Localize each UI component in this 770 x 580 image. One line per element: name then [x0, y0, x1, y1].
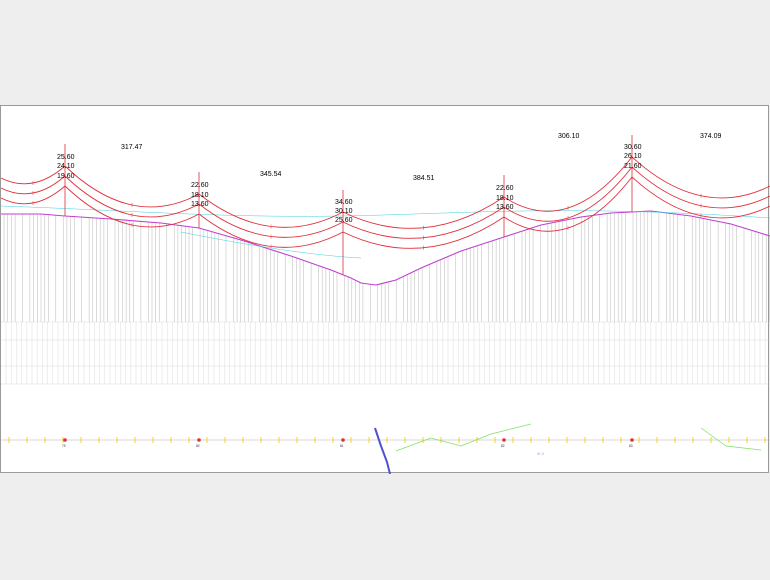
height-label: 22.60 [191, 182, 209, 189]
plan-tower-label: 79 [62, 444, 66, 448]
span-labels: 317.47 345.54 384.51 306.10 374.09 [121, 133, 722, 182]
plan-tower-marker [502, 438, 506, 442]
span-label: 306.10 [558, 133, 580, 140]
conductor-line [503, 156, 633, 212]
height-label: 21.60 [624, 163, 642, 170]
height-label: 34.60 [335, 199, 353, 206]
height-label: 24.10 [57, 163, 75, 170]
plan-river [374, 427, 391, 474]
conductor-line [503, 176, 633, 232]
height-label: 26.10 [624, 153, 642, 160]
plan-tower-label: 80 [196, 444, 200, 448]
plan-tower-label: 82 [501, 444, 505, 448]
conductor-line [198, 193, 344, 228]
ground-profile-line [1, 210, 770, 286]
conductor-line [64, 165, 200, 208]
data-table-grid [1, 321, 770, 385]
plan-tower-label: 81 [340, 444, 344, 448]
plan-tower-marker [630, 438, 634, 442]
height-label: 13.60 [496, 204, 514, 211]
height-label: 30.10 [335, 208, 353, 215]
plan-tower-marker [197, 438, 201, 442]
ground-drop-lines [3, 211, 770, 322]
span-label: 384.51 [413, 175, 435, 182]
towers [64, 135, 633, 275]
conductor-lines [1, 156, 770, 250]
plan-tower-marker [63, 438, 67, 442]
height-label: 13.60 [191, 201, 209, 208]
height-label: 19.60 [57, 173, 75, 180]
plan-view-strip [1, 423, 770, 474]
conductor-line [342, 206, 505, 239]
conductor-line [64, 175, 200, 218]
plan-tower-label: 83 [629, 444, 633, 448]
height-label: 25.60 [335, 217, 353, 224]
profile-drawing: 25.60 24.10 19.60 22.60 18.10 13.60 34.6… [1, 133, 770, 474]
span-label: 374.09 [700, 133, 722, 140]
height-label: 22.60 [496, 185, 514, 192]
height-label: 18.10 [191, 192, 209, 199]
drawing-sheet: 25.60 24.10 19.60 22.60 18.10 13.60 34.6… [0, 105, 770, 474]
conductor-line [631, 166, 770, 209]
span-label: 345.54 [260, 171, 282, 178]
clearance-line [1, 205, 770, 219]
height-label: 18.10 [496, 195, 514, 202]
plan-tower-labels: 79 80 81 82 83 W. G [62, 444, 633, 456]
span-label: 317.47 [121, 144, 143, 151]
plan-road [700, 427, 762, 451]
conductor-line [342, 196, 505, 229]
plan-note: W. G [537, 452, 545, 456]
clearance-line-lower [180, 231, 362, 259]
plan-road [395, 423, 532, 452]
plan-tower-marker [341, 438, 345, 442]
height-label: 30.60 [624, 144, 642, 151]
height-label: 25.60 [57, 154, 75, 161]
height-labels: 25.60 24.10 19.60 22.60 18.10 13.60 34.6… [57, 144, 642, 224]
conductor-line [631, 156, 770, 199]
